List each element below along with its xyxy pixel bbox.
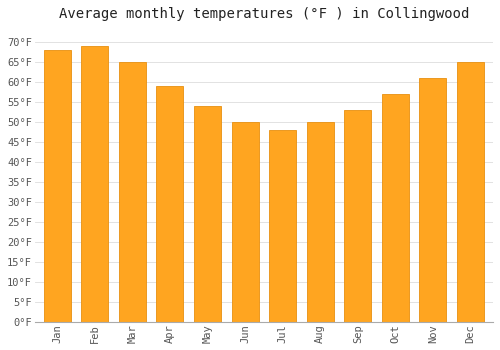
Bar bbox=[82, 46, 108, 322]
Bar bbox=[194, 106, 221, 322]
Bar bbox=[232, 122, 258, 322]
Bar bbox=[119, 62, 146, 322]
Bar bbox=[156, 86, 184, 322]
Title: Average monthly temperatures (°F ) in Collingwood: Average monthly temperatures (°F ) in Co… bbox=[58, 7, 469, 21]
Bar bbox=[306, 122, 334, 322]
Bar bbox=[420, 78, 446, 322]
Bar bbox=[457, 62, 484, 322]
Bar bbox=[44, 50, 71, 322]
Bar bbox=[269, 130, 296, 322]
Bar bbox=[344, 110, 372, 322]
Bar bbox=[382, 94, 409, 322]
